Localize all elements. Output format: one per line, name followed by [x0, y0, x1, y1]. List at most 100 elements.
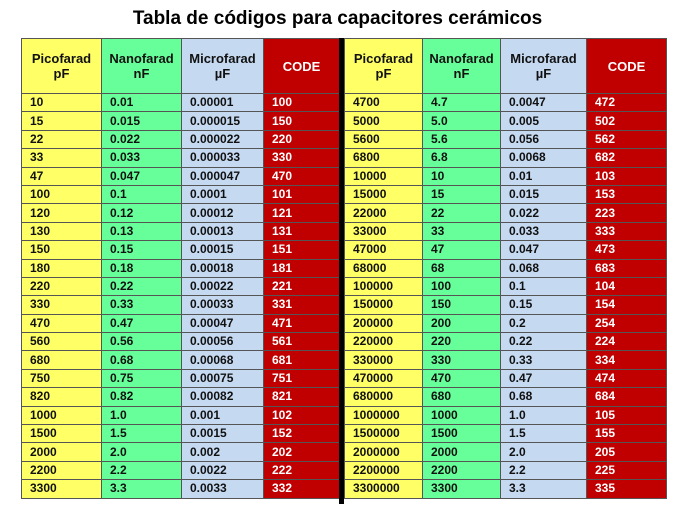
microfarad-cell: 0.01	[500, 166, 587, 186]
code-cell: 104	[586, 276, 667, 297]
nanofarad-cell: 1500	[422, 424, 501, 444]
table-row: 100 0.1 0.0001 101	[21, 184, 340, 205]
picofarad-cell: 2200000	[344, 460, 423, 481]
nanofarad-cell: 100	[422, 276, 501, 297]
picofarad-cell: 10	[21, 92, 102, 113]
nanofarad-cell: 1.0	[101, 405, 182, 426]
picofarad-cell: 750	[21, 368, 102, 389]
microfarad-cell: 0.000022	[181, 129, 264, 150]
code-cell: 562	[586, 129, 667, 150]
code-cell: 473	[586, 240, 667, 260]
microfarad-cell: 0.00068	[181, 350, 264, 370]
code-cell: 222	[263, 460, 340, 481]
picofarad-cell: 2000	[21, 442, 102, 462]
header-nanofarad: Nanofarad nF	[422, 38, 501, 94]
code-cell: 335	[586, 479, 667, 499]
nanofarad-cell: 0.56	[101, 332, 182, 352]
code-cell: 751	[263, 368, 340, 389]
microfarad-cell: 2.2	[500, 460, 587, 481]
microfarad-cell: 0.00075	[181, 368, 264, 389]
table-row: 22 0.022 0.000022 220	[21, 129, 340, 150]
picofarad-cell: 47	[21, 166, 102, 186]
nanofarad-cell: 0.12	[101, 203, 182, 223]
microfarad-cell: 0.056	[500, 129, 587, 150]
table-row: 220000 220 0.22 224	[344, 332, 667, 352]
microfarad-cell: 0.00033	[181, 295, 264, 315]
nanofarad-cell: 0.47	[101, 313, 182, 334]
picofarad-cell: 1000000	[344, 405, 423, 426]
table-row: 820 0.82 0.00082 821	[21, 387, 340, 407]
nanofarad-cell: 0.1	[101, 184, 182, 205]
code-cell: 121	[263, 203, 340, 223]
nanofarad-cell: 33	[422, 221, 501, 242]
nanofarad-cell: 1000	[422, 405, 501, 426]
picofarad-cell: 15000	[344, 184, 423, 205]
code-cell: 181	[263, 258, 340, 278]
microfarad-cell: 3.3	[500, 479, 587, 499]
picofarad-cell: 1500000	[344, 424, 423, 444]
code-cell: 333	[586, 221, 667, 242]
microfarad-cell: 0.00015	[181, 240, 264, 260]
table-row: 3300 3.3 0.0033 332	[21, 479, 340, 499]
code-cell: 152	[263, 424, 340, 444]
capacitor-table-right: Picofarad pF Nanofarad nF Microfarad µF COD…	[344, 38, 667, 499]
nanofarad-cell: 1.5	[101, 424, 182, 444]
table-row: 1500000 1500 1.5 155	[344, 424, 667, 444]
picofarad-cell: 47000	[344, 240, 423, 260]
code-cell: 220	[263, 129, 340, 150]
picofarad-cell: 2000000	[344, 442, 423, 462]
microfarad-cell: 0.022	[500, 203, 587, 223]
table-row: 15 0.015 0.000015 150	[21, 111, 340, 131]
nanofarad-cell: 0.82	[101, 387, 182, 407]
microfarad-cell: 0.0022	[181, 460, 264, 481]
nanofarad-cell: 3300	[422, 479, 501, 499]
nanofarad-cell: 470	[422, 368, 501, 389]
nanofarad-cell: 2.0	[101, 442, 182, 462]
table-row: 150 0.15 0.00015 151	[21, 240, 340, 260]
code-cell: 561	[263, 332, 340, 352]
nanofarad-cell: 0.18	[101, 258, 182, 278]
nanofarad-cell: 0.33	[101, 295, 182, 315]
code-cell: 682	[586, 148, 667, 168]
header-picofarad: Picofarad pF	[344, 38, 423, 94]
code-cell: 474	[586, 368, 667, 389]
nanofarad-cell: 5.0	[422, 111, 501, 131]
table-row: 68000 68 0.068 683	[344, 258, 667, 278]
microfarad-cell: 0.2	[500, 313, 587, 334]
table-row: 180 0.18 0.00018 181	[21, 258, 340, 278]
code-cell: 332	[263, 479, 340, 499]
code-cell: 681	[263, 350, 340, 370]
code-cell: 221	[263, 276, 340, 297]
code-cell: 225	[586, 460, 667, 481]
nanofarad-cell: 220	[422, 332, 501, 352]
microfarad-cell: 0.00001	[181, 92, 264, 113]
picofarad-cell: 220	[21, 276, 102, 297]
table-row: 200000 200 0.2 254	[344, 313, 667, 334]
nanofarad-cell: 330	[422, 350, 501, 370]
table-row: 15000 15 0.015 153	[344, 184, 667, 205]
code-cell: 154	[586, 295, 667, 315]
code-cell: 100	[263, 92, 340, 113]
nanofarad-cell: 0.15	[101, 240, 182, 260]
picofarad-cell: 33	[21, 148, 102, 168]
picofarad-cell: 22000	[344, 203, 423, 223]
microfarad-cell: 0.33	[500, 350, 587, 370]
microfarad-cell: 0.068	[500, 258, 587, 278]
code-cell: 470	[263, 166, 340, 186]
microfarad-cell: 0.00022	[181, 276, 264, 297]
table-row: 5000 5.0 0.005 502	[344, 111, 667, 131]
microfarad-cell: 0.000033	[181, 148, 264, 168]
table-row: 120 0.12 0.00012 121	[21, 203, 340, 223]
nanofarad-cell: 10	[422, 166, 501, 186]
code-cell: 131	[263, 221, 340, 242]
microfarad-cell: 0.22	[500, 332, 587, 352]
table-row: 330000 330 0.33 334	[344, 350, 667, 370]
microfarad-cell: 0.00013	[181, 221, 264, 242]
nanofarad-cell: 0.75	[101, 368, 182, 389]
table-header-row: Picofarad pF Nanofarad nF Microfarad µF COD…	[21, 38, 340, 94]
code-cell: 472	[586, 92, 667, 113]
table-row: 2000000 2000 2.0 205	[344, 442, 667, 462]
microfarad-cell: 0.15	[500, 295, 587, 315]
picofarad-cell: 68000	[344, 258, 423, 278]
table-row: 560 0.56 0.00056 561	[21, 332, 340, 352]
